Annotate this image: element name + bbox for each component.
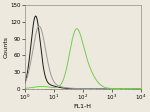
Y-axis label: Counts: Counts xyxy=(3,36,8,58)
X-axis label: FL1-H: FL1-H xyxy=(74,103,92,109)
